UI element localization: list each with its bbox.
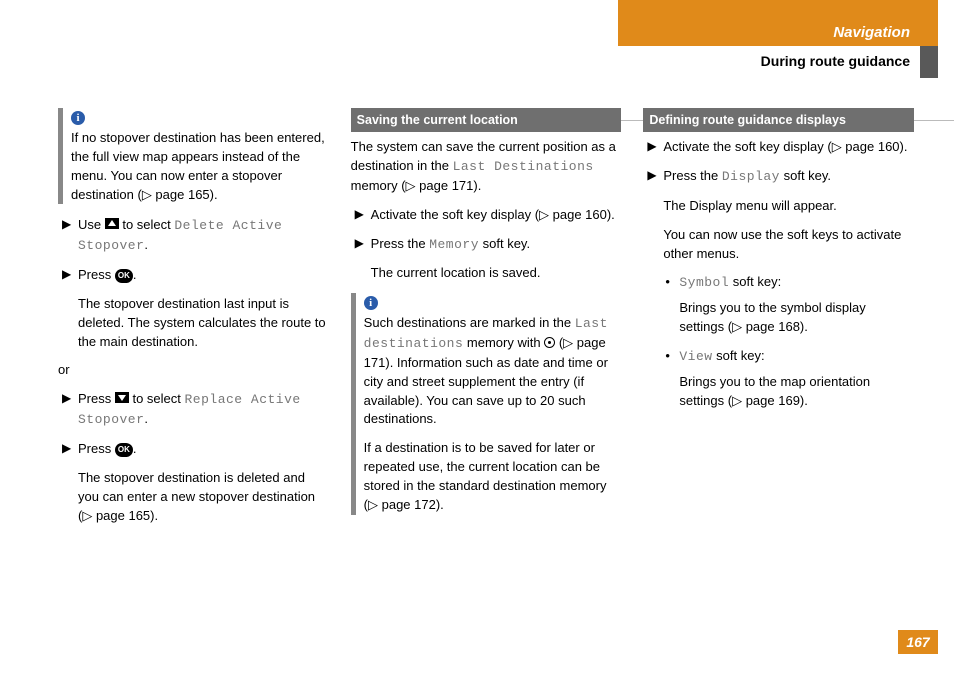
step-marker: ▶ — [62, 216, 78, 256]
step-marker: ▶ — [647, 167, 663, 187]
info-note: i Such destinations are marked in the La… — [351, 293, 622, 514]
info-icon: i — [71, 111, 85, 125]
column-1: i If no stopover destination has been en… — [58, 108, 329, 535]
up-key-icon — [105, 218, 119, 229]
bullet-result: Brings you to the map orientation settin… — [679, 373, 914, 411]
target-icon — [544, 337, 555, 348]
bullet-item: • Symbol soft key: — [665, 273, 914, 293]
info-text: Such destinations are marked in the Last… — [364, 314, 622, 429]
step-item: ▶ Press the Memory soft key. — [355, 235, 622, 255]
bullet-marker: • — [665, 347, 679, 367]
bullet-body: Symbol soft key: — [679, 273, 914, 293]
down-key-icon — [115, 392, 129, 403]
bullet-body: View soft key: — [679, 347, 914, 367]
thumb-index — [920, 46, 938, 78]
section-header: Defining route guidance displays — [643, 108, 914, 132]
section-title: Navigation — [833, 24, 910, 41]
ok-button-icon: OK — [115, 269, 133, 283]
step-body: Use to select Delete Active Stopover. — [78, 216, 329, 256]
step-body: Press the Memory soft key. — [371, 235, 622, 255]
info-text: If no stopover destination has been ente… — [71, 129, 329, 204]
step-marker: ▶ — [62, 266, 78, 285]
step-item: ▶ Use to select Delete Active Stopover. — [62, 216, 329, 256]
column-3: Defining route guidance displays ▶ Activ… — [643, 108, 914, 535]
step-item: ▶ Press to select Replace Active Stopove… — [62, 390, 329, 430]
step-item: ▶ Press OK. — [62, 266, 329, 285]
step-item: ▶ Activate the soft key display (▷ page … — [355, 206, 622, 225]
manual-page: Navigation During route guidance 167 i I… — [0, 0, 954, 674]
step-body: Press the Display soft key. — [663, 167, 914, 187]
info-text: If a destination is to be saved for late… — [364, 439, 622, 514]
step-item: ▶ Press OK. — [62, 440, 329, 459]
bullet-item: • View soft key: — [665, 347, 914, 367]
step-marker: ▶ — [62, 440, 78, 459]
page-number: 167 — [898, 630, 938, 654]
or-separator: or — [58, 361, 329, 380]
step-marker: ▶ — [355, 235, 371, 255]
step-result: You can now use the soft keys to activat… — [663, 226, 914, 264]
step-marker: ▶ — [355, 206, 371, 225]
step-marker: ▶ — [62, 390, 78, 430]
step-result: The stopover destination last input is d… — [78, 295, 329, 352]
ok-button-icon: OK — [115, 443, 133, 457]
bullet-result: Brings you to the symbol display setting… — [679, 299, 914, 337]
step-body: Press OK. — [78, 266, 329, 285]
step-body: Activate the soft key display (▷ page 16… — [663, 138, 914, 157]
info-note: i If no stopover destination has been en… — [58, 108, 329, 204]
section-header: Saving the current location — [351, 108, 622, 132]
step-result: The Display menu will appear. — [663, 197, 914, 216]
subsection-title: During route guidance — [761, 53, 910, 69]
bullet-marker: • — [665, 273, 679, 293]
step-item: ▶ Press the Display soft key. — [647, 167, 914, 187]
info-icon: i — [364, 296, 378, 310]
step-body: Press to select Replace Active Stopover. — [78, 390, 329, 430]
step-result: The stopover destination is deleted and … — [78, 469, 329, 526]
column-2: Saving the current location The system c… — [351, 108, 622, 535]
step-body: Activate the soft key display (▷ page 16… — [371, 206, 622, 225]
step-body: Press OK. — [78, 440, 329, 459]
intro-paragraph: The system can save the current position… — [351, 138, 622, 196]
step-item: ▶ Activate the soft key display (▷ page … — [647, 138, 914, 157]
step-result: The current location is saved. — [371, 264, 622, 283]
step-marker: ▶ — [647, 138, 663, 157]
content-columns: i If no stopover destination has been en… — [58, 108, 914, 535]
